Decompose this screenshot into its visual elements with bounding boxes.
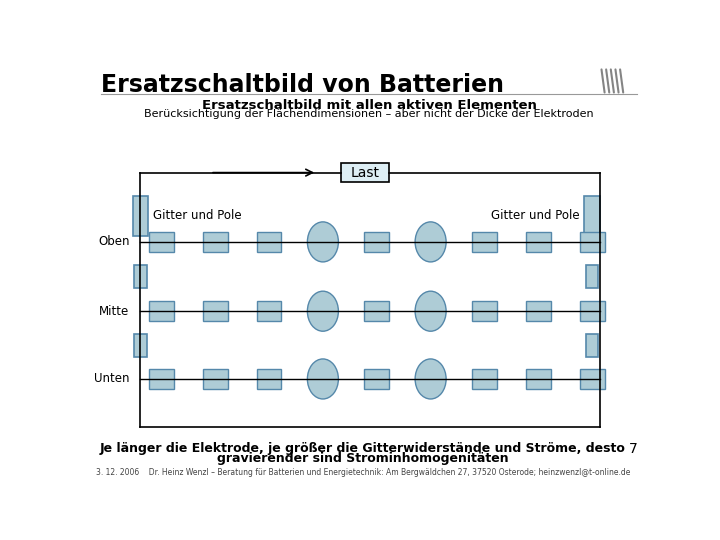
FancyBboxPatch shape — [132, 195, 148, 236]
Text: 7: 7 — [629, 442, 637, 456]
FancyBboxPatch shape — [580, 369, 605, 389]
FancyBboxPatch shape — [580, 301, 605, 321]
Ellipse shape — [415, 359, 446, 399]
FancyBboxPatch shape — [203, 369, 228, 389]
FancyBboxPatch shape — [134, 265, 147, 288]
FancyBboxPatch shape — [526, 301, 551, 321]
FancyBboxPatch shape — [256, 301, 282, 321]
Text: Berücksichtigung der Flächendimensionen – aber nicht der Dicke der Elektroden: Berücksichtigung der Flächendimensionen … — [144, 110, 594, 119]
FancyBboxPatch shape — [585, 195, 600, 236]
FancyBboxPatch shape — [256, 369, 282, 389]
Ellipse shape — [415, 222, 446, 262]
Ellipse shape — [307, 222, 338, 262]
FancyBboxPatch shape — [580, 232, 605, 252]
FancyBboxPatch shape — [149, 232, 174, 252]
Text: Oben: Oben — [98, 235, 130, 248]
FancyBboxPatch shape — [203, 301, 228, 321]
FancyBboxPatch shape — [149, 301, 174, 321]
Ellipse shape — [415, 291, 446, 331]
Text: Ersatzschaltbild von Batterien: Ersatzschaltbild von Batterien — [101, 72, 504, 97]
Text: Gitter und Pole: Gitter und Pole — [491, 209, 580, 222]
Text: Last: Last — [351, 166, 379, 180]
Ellipse shape — [307, 359, 338, 399]
FancyBboxPatch shape — [364, 301, 389, 321]
FancyBboxPatch shape — [526, 232, 551, 252]
FancyBboxPatch shape — [526, 369, 551, 389]
Ellipse shape — [307, 291, 338, 331]
Text: Mitte: Mitte — [99, 305, 130, 318]
Text: Gitter und Pole: Gitter und Pole — [153, 209, 241, 222]
FancyBboxPatch shape — [149, 369, 174, 389]
Text: gravierender sind Strominhomogenitäten: gravierender sind Strominhomogenitäten — [217, 452, 508, 465]
FancyBboxPatch shape — [586, 334, 598, 356]
FancyBboxPatch shape — [364, 369, 389, 389]
FancyBboxPatch shape — [341, 164, 389, 182]
FancyBboxPatch shape — [256, 232, 282, 252]
FancyBboxPatch shape — [472, 301, 497, 321]
Text: Unten: Unten — [94, 373, 130, 386]
Text: 3. 12. 2006    Dr. Heinz Wenzl – Beratung für Batterien und Energietechnik: Am B: 3. 12. 2006 Dr. Heinz Wenzl – Beratung f… — [96, 468, 631, 477]
FancyBboxPatch shape — [472, 232, 497, 252]
FancyBboxPatch shape — [472, 369, 497, 389]
FancyBboxPatch shape — [134, 334, 147, 356]
Text: Je länger die Elektrode, je größer die Gitterwiderstände und Ströme, desto: Je länger die Elektrode, je größer die G… — [100, 442, 626, 455]
Text: Ersatzschaltbild mit allen aktiven Elementen: Ersatzschaltbild mit allen aktiven Eleme… — [202, 99, 536, 112]
FancyBboxPatch shape — [203, 232, 228, 252]
FancyBboxPatch shape — [364, 232, 389, 252]
FancyBboxPatch shape — [586, 265, 598, 288]
